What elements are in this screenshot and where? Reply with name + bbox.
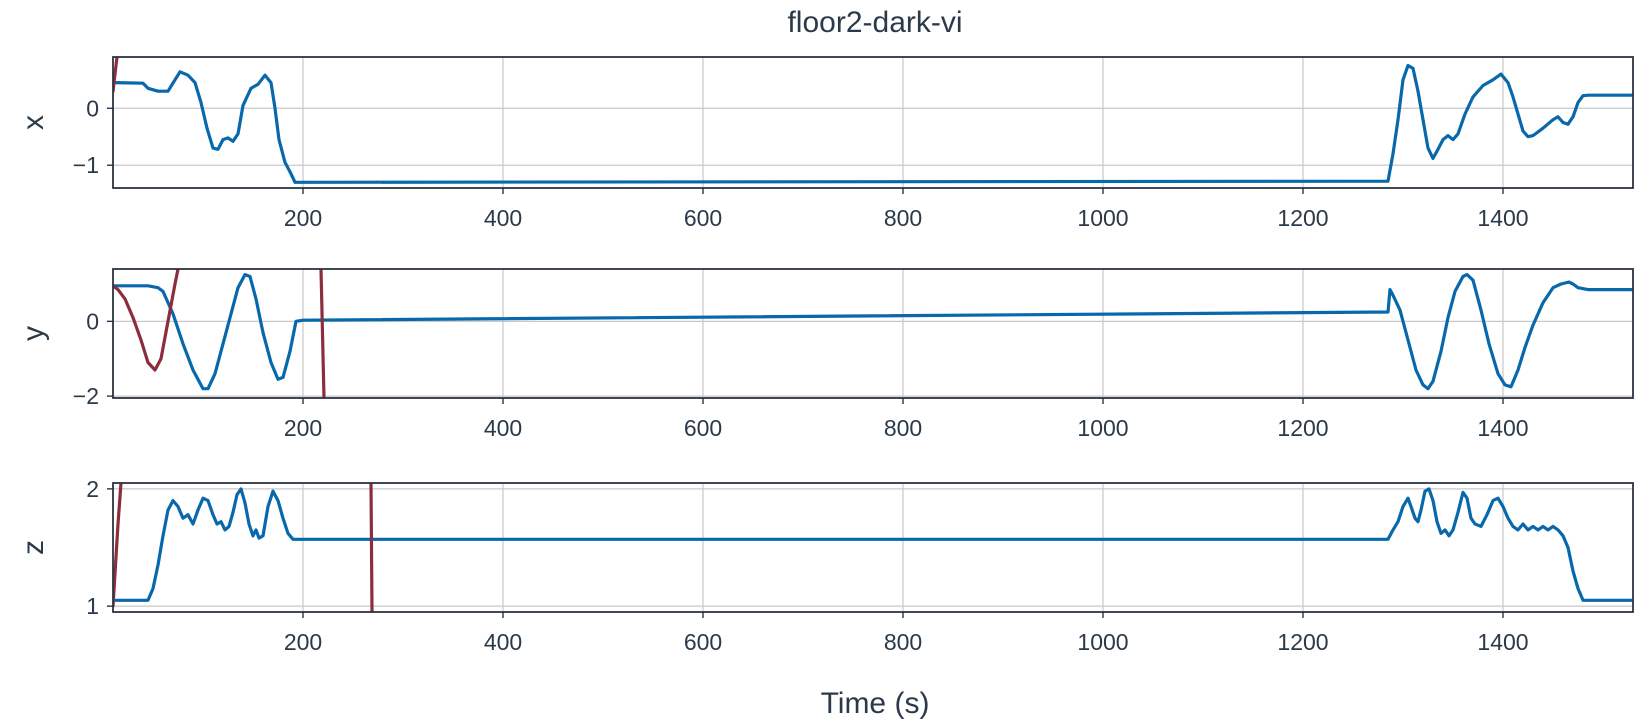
x-tick-label: 1000 — [1077, 629, 1128, 655]
series-line-y-2 — [113, 269, 180, 372]
y-tick-label: 1 — [86, 593, 99, 619]
x-tick-label: 400 — [484, 629, 522, 655]
x-tick-label: 1000 — [1077, 205, 1128, 231]
panel-x: 200 400 600 800 1000 1200 1400 −1 0 x — [17, 56, 1634, 231]
plot-frame — [112, 268, 1634, 399]
x-tick-label: 400 — [484, 205, 522, 231]
plot-frame — [112, 482, 1634, 613]
series-line-y-3 — [319, 269, 326, 398]
y-axis-label: z — [17, 540, 50, 555]
y-axis-label: x — [17, 115, 50, 130]
grid-lines — [113, 57, 1633, 188]
x-tick-label: 200 — [284, 629, 322, 655]
x-tick-label: 1400 — [1477, 415, 1528, 441]
x-tick-label: 200 — [284, 415, 322, 441]
x-tick-label: 600 — [684, 415, 722, 441]
series-line-z-2 — [113, 483, 123, 608]
x-tick-label: 600 — [684, 205, 722, 231]
y-tick-label: 2 — [86, 476, 99, 502]
series-group — [113, 483, 1633, 612]
series-line-z-3 — [369, 483, 374, 612]
plot-frame — [112, 56, 1634, 189]
x-tick-label: 800 — [884, 629, 922, 655]
x-tick-label: 1400 — [1477, 629, 1528, 655]
chart-title: floor2-dark-vi — [787, 6, 962, 39]
panel-z: 200 400 600 800 1000 1200 1400 1 2 z — [17, 476, 1634, 655]
y-tick-label: 0 — [86, 95, 99, 121]
x-tick-label: 200 — [284, 205, 322, 231]
x-tick-label: 800 — [884, 415, 922, 441]
y-tick-label: −1 — [73, 152, 99, 178]
x-tick-label: 1400 — [1477, 205, 1528, 231]
y-axis-label: y — [17, 326, 50, 341]
series-group — [113, 57, 1633, 184]
series-group — [113, 269, 1633, 398]
x-tick-label: 1200 — [1277, 205, 1328, 231]
x-tick-label: 600 — [684, 629, 722, 655]
grid-lines — [113, 269, 1633, 398]
y-tick-label: 0 — [86, 308, 99, 334]
y-tick-label: −2 — [73, 383, 99, 409]
series-line-x-1 — [113, 63, 1633, 184]
series-line-y-1 — [113, 273, 1633, 391]
x-tick-label: 1000 — [1077, 415, 1128, 441]
x-axis-label: Time (s) — [821, 687, 930, 720]
x-tick-label: 800 — [884, 205, 922, 231]
x-tick-label: 1200 — [1277, 629, 1328, 655]
x-tick-label: 1200 — [1277, 415, 1328, 441]
series-line-z-1 — [113, 487, 1633, 602]
panel-y: 200 400 600 800 1000 1200 1400 −2 0 y — [17, 268, 1634, 441]
x-tick-label: 400 — [484, 415, 522, 441]
